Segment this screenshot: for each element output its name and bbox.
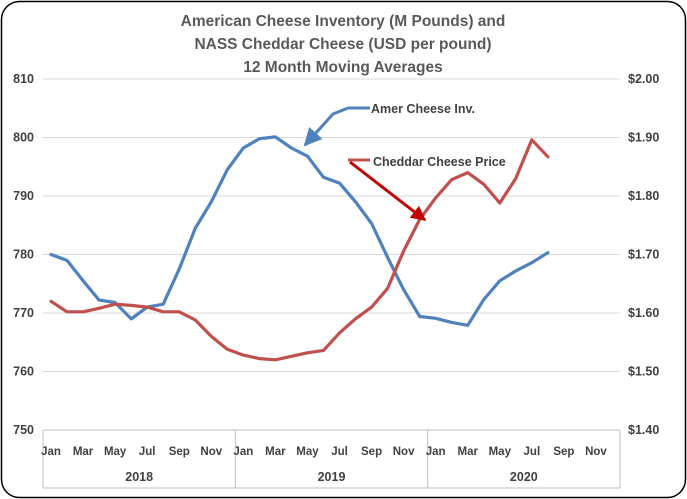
x-tick-label: Jan [41, 446, 61, 458]
chart-title: American Cheese Inventory (M Pounds) and… [181, 13, 506, 76]
year-label: 2020 [510, 470, 538, 484]
series-line-cheddar-cheese-price [49, 138, 550, 362]
x-tick-label: Sep [169, 446, 190, 458]
y-right-tick-label: $1.90 [628, 131, 659, 145]
x-axis: Jan Mar May Jul Sep Nov Jan Mar May Jul Sep Nov Jan M… [41, 429, 621, 489]
x-tick-label: Mar [73, 446, 94, 458]
y-axis-left: 750 760 770 780 790 800 810 [13, 72, 34, 437]
x-tick-label: Nov [393, 446, 415, 458]
y-right-tick-label: $1.40 [628, 423, 659, 437]
title-line-1: American Cheese Inventory (M Pounds) and [181, 13, 506, 30]
y-axis-right: $1.40 $1.50 $1.60 $1.70 $1.80 $1.90 $2.00 [628, 72, 659, 437]
legend-cheddar-label: Cheddar Cheese Price [373, 155, 506, 169]
y-left-tick-label: 750 [13, 423, 34, 437]
legend-amer-label: Amer Cheese Inv. [371, 102, 475, 116]
x-tick-label: Jan [426, 446, 446, 458]
x-tick-label: Sep [553, 446, 574, 458]
legend-amer-arrow [303, 106, 349, 147]
y-right-tick-label: $1.80 [628, 189, 659, 203]
x-tick-label: Mar [458, 446, 479, 458]
x-tick-label: Jul [331, 446, 348, 458]
year-label: 2019 [318, 470, 346, 484]
x-tick-label: Mar [265, 446, 286, 458]
year-label: 2018 [125, 470, 153, 484]
x-tick-label: Jan [233, 446, 253, 458]
legend-cheddar: Cheddar Cheese Price [348, 155, 506, 222]
x-tick-label: Nov [585, 446, 607, 458]
x-tick-label: Jul [139, 446, 156, 458]
y-right-tick-label: $1.50 [628, 365, 659, 379]
legend-cheddar-arrow [349, 160, 427, 222]
y-left-tick-label: 790 [13, 189, 34, 203]
x-tick-label: May [104, 446, 127, 458]
x-tick-label: Sep [361, 446, 382, 458]
series-line-amer-cheese-inventory [49, 135, 550, 327]
x-tick-label: Jul [524, 446, 541, 458]
x-tick-label: May [489, 446, 512, 458]
title-line-2: NASS Cheddar Cheese (USD per pound) [194, 36, 491, 53]
series-group [49, 135, 550, 362]
y-left-tick-label: 770 [13, 306, 34, 320]
y-left-tick-label: 800 [13, 131, 34, 145]
legend-amer: Amer Cheese Inv. [303, 102, 475, 147]
x-tick-label: Nov [200, 446, 222, 458]
y-left-tick-label: 810 [13, 72, 34, 86]
y-right-tick-label: $2.00 [628, 72, 659, 86]
y-left-tick-label: 760 [13, 365, 34, 379]
x-tick-label: May [296, 446, 319, 458]
title-line-3: 12 Month Moving Averages [243, 59, 443, 76]
y-right-tick-label: $1.60 [628, 306, 659, 320]
y-right-tick-label: $1.70 [628, 248, 659, 262]
y-left-tick-label: 780 [13, 248, 34, 262]
